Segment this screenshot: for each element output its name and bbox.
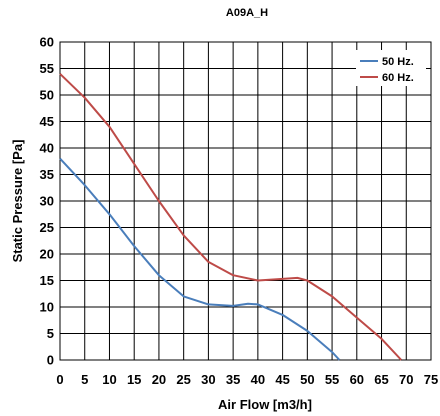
- x-tick-label: 45: [275, 372, 289, 387]
- y-tick-label: 35: [40, 167, 54, 182]
- y-tick-label: 30: [40, 194, 54, 209]
- series-line-2: [59, 73, 403, 361]
- y-axis-title: Static Pressure [Pa]: [10, 140, 25, 263]
- series-line-1: [59, 157, 341, 361]
- y-tick-label: 0: [47, 353, 54, 368]
- legend-label: 60 Hz.: [382, 72, 414, 84]
- x-tick-label: 10: [102, 372, 116, 387]
- plot-frame: [59, 41, 432, 361]
- y-tick-label: 50: [40, 88, 54, 103]
- legend: 50 Hz. 60 Hz.: [356, 50, 426, 86]
- x-tick-label: 30: [201, 372, 215, 387]
- x-tick-label: 75: [424, 372, 438, 387]
- x-tick-label: 25: [176, 372, 190, 387]
- y-tick-label: 60: [40, 35, 54, 50]
- y-tick-label: 55: [40, 61, 54, 76]
- x-tick-label: 20: [152, 372, 166, 387]
- legend-label: 50 Hz.: [382, 56, 414, 68]
- y-tick-label: 40: [40, 141, 54, 156]
- x-tick-label: 65: [374, 372, 388, 387]
- grid: [59, 41, 432, 361]
- y-tick-label: 5: [47, 326, 54, 341]
- x-tick-label: 60: [350, 372, 364, 387]
- x-tick-label: 55: [325, 372, 339, 387]
- y-tick-label: 25: [40, 220, 54, 235]
- legend-box: [356, 50, 426, 86]
- x-tick-label: 15: [127, 372, 141, 387]
- y-tick-label: 45: [40, 114, 54, 129]
- x-tick-label: 40: [251, 372, 265, 387]
- x-tick-label: 50: [300, 372, 314, 387]
- x-tick-label: 70: [399, 372, 413, 387]
- x-tick-label: 35: [226, 372, 240, 387]
- ticks: 0 5 10 15 20 25 30 35 40 45 50 55 60 0 5 10 15 20 25 30 35 40…: [40, 35, 439, 388]
- x-tick-label: 5: [81, 372, 88, 387]
- x-tick-label: 0: [56, 372, 63, 387]
- series-lines: [59, 73, 403, 361]
- x-axis-title: Air Flow [m3/h]: [218, 397, 312, 412]
- y-tick-label: 10: [40, 300, 54, 315]
- y-tick-label: 20: [40, 247, 54, 262]
- y-tick-label: 15: [40, 273, 54, 288]
- chart-title: A09A_H: [226, 7, 268, 19]
